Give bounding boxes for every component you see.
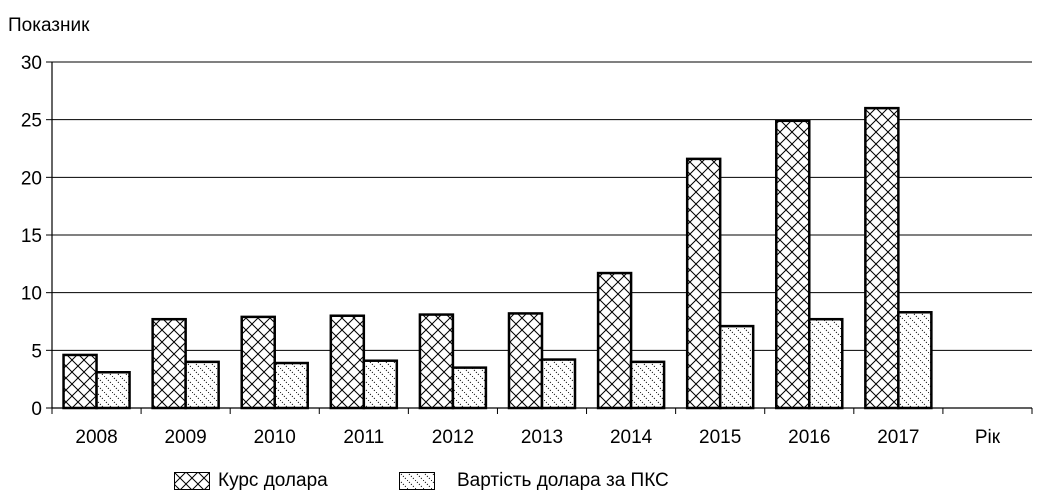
bar-pks-2012 (451, 366, 488, 410)
bar-kurs-2016 (775, 119, 811, 410)
x-tick-label: 2014 (610, 427, 653, 448)
bars (62, 106, 933, 410)
bar-kurs-2011 (329, 314, 366, 410)
legend-label-kurs: Курс долара (218, 470, 328, 491)
bar-kurs-2014 (596, 271, 633, 410)
x-tick-label: 2009 (164, 427, 206, 448)
bar-pks-2009 (184, 360, 220, 410)
x-tick-label: 2016 (788, 427, 830, 448)
tick-labels: 0 5 10 15 20 25 30 2008 2009 2010 2011 2012 2013 2014… (21, 53, 920, 448)
legend-item-kurs: Курс долара (174, 470, 328, 492)
x-tick-label: 2017 (877, 427, 919, 448)
legend: Курс долара Вартість долара за ПКС (0, 467, 1037, 497)
x-tick-label: 2011 (343, 427, 384, 448)
bar-kurs-2013 (507, 312, 544, 410)
legend-item-pks: Вартість долара за ПКС (399, 470, 669, 492)
y-tick-label: 10 (21, 284, 42, 305)
y-tick-label: 30 (21, 53, 42, 74)
y-axis-title: Показник (8, 15, 90, 36)
bar-kurs-2010 (240, 315, 276, 410)
x-tick-label: 2015 (699, 427, 741, 448)
x-tick-label: 2013 (521, 427, 563, 448)
bar-pks-2014 (629, 360, 666, 410)
y-tick-label: 5 (31, 341, 42, 362)
y-tick-label: 0 (31, 399, 42, 420)
axes (46, 61, 1033, 414)
bar-kurs-2015 (685, 157, 722, 410)
y-tick-label: 15 (21, 226, 42, 247)
legend-label-pks: Вартість долара за ПКС (457, 470, 669, 491)
bar-chart: Показник Рік 0 5 10 15 20 25 30 2008 2009 2010 201… (8, 15, 1033, 448)
bar-kurs-2017 (864, 106, 900, 410)
x-tick-label: 2010 (254, 427, 296, 448)
x-tick-label: 2008 (75, 427, 117, 448)
x-axis-title: Рік (975, 427, 1001, 448)
y-tick-label: 20 (21, 168, 42, 189)
bar-pks-2013 (540, 358, 577, 410)
bar-pks-2008 (95, 370, 131, 410)
bar-pks-2017 (897, 311, 933, 410)
bar-kurs-2009 (151, 317, 187, 410)
crosshatch-swatch-icon (174, 472, 210, 490)
bar-pks-2015 (718, 324, 755, 410)
x-tick-label: 2012 (432, 427, 474, 448)
bar-kurs-2008 (62, 353, 98, 410)
bar-kurs-2012 (418, 313, 455, 410)
bar-pks-2010 (273, 361, 309, 410)
dotted-diagonal-swatch-icon (399, 472, 435, 490)
bar-pks-2016 (808, 317, 844, 410)
bar-pks-2011 (362, 359, 399, 410)
y-tick-label: 25 (21, 111, 42, 132)
